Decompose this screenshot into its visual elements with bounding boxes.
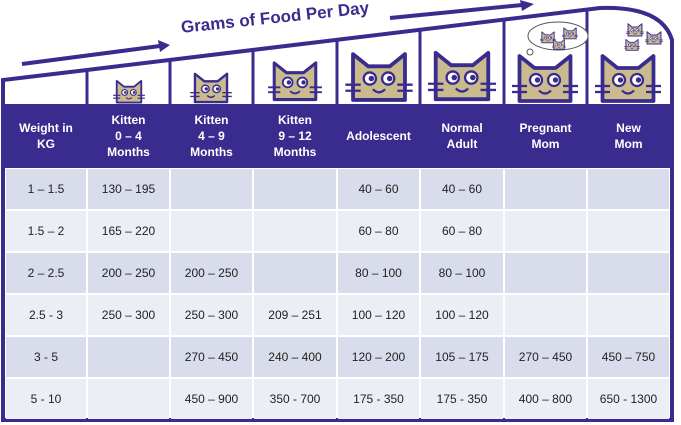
table-cell <box>505 211 586 251</box>
table-cell <box>588 211 669 251</box>
column-header: Pregnant Mom <box>504 104 587 168</box>
table-cell <box>588 169 669 209</box>
row-label: 5 - 10 <box>6 379 86 419</box>
arrow-head <box>520 0 534 11</box>
table-cell <box>254 253 336 293</box>
table-cell: 240 – 400 <box>254 337 336 377</box>
table-cell: 60 – 80 <box>338 211 419 251</box>
column-header: Kitten 0 – 4 Months <box>87 104 170 168</box>
column-header: Kitten 4 – 9 Months <box>170 104 253 168</box>
row-label: 1 – 1.5 <box>6 169 86 209</box>
column-header: Kitten 9 – 12 Months <box>253 104 337 168</box>
table-cell <box>171 169 252 209</box>
table-cell: 200 – 250 <box>171 253 252 293</box>
row-label: 1.5 – 2 <box>6 211 86 251</box>
table-cell <box>505 253 586 293</box>
arrow-head <box>158 40 170 52</box>
table-cell: 80 – 100 <box>421 253 503 293</box>
column-header: Adolescent <box>337 104 420 168</box>
table-cell: 450 – 900 <box>171 379 252 419</box>
table-cell: 120 – 200 <box>338 337 419 377</box>
row-label: 2 – 2.5 <box>6 253 86 293</box>
table-cell: 250 – 300 <box>171 295 252 335</box>
table-cell: 100 – 120 <box>421 295 503 335</box>
table-cell <box>588 295 669 335</box>
table-cell: 175 - 350 <box>421 379 503 419</box>
table-cell: 40 – 60 <box>338 169 419 209</box>
table-cell: 350 - 700 <box>254 379 336 419</box>
table-cell <box>88 379 169 419</box>
table-cell: 130 – 195 <box>88 169 169 209</box>
column-header: Weight in KG <box>5 104 87 168</box>
table-cell: 40 – 60 <box>421 169 503 209</box>
table-cell <box>254 211 336 251</box>
cat-icons <box>113 21 663 104</box>
table-cell: 270 – 450 <box>171 337 252 377</box>
column-header: Normal Adult <box>420 104 504 168</box>
table-cell: 209 – 251 <box>254 295 336 335</box>
table-cell <box>254 169 336 209</box>
table-cell <box>88 337 169 377</box>
table-cell: 60 – 80 <box>421 211 503 251</box>
table-cell: 165 – 220 <box>88 211 169 251</box>
arrow-line <box>21 44 161 66</box>
table-cell: 100 – 120 <box>338 295 419 335</box>
table-cell <box>505 169 586 209</box>
table-cell: 400 – 800 <box>505 379 586 419</box>
column-header: New Mom <box>587 104 670 168</box>
table-cell: 175 - 350 <box>338 379 419 419</box>
table-cell: 105 – 175 <box>421 337 503 377</box>
table-cell: 450 – 750 <box>588 337 669 377</box>
icon-dividers <box>85 11 589 104</box>
table-cell <box>171 211 252 251</box>
row-label: 2.5 - 3 <box>6 295 86 335</box>
arrow-line <box>389 3 523 20</box>
table-cell: 270 – 450 <box>505 337 586 377</box>
table-cell <box>588 253 669 293</box>
row-label: 3 - 5 <box>6 337 86 377</box>
table-cell <box>505 295 586 335</box>
table-cell: 250 – 300 <box>88 295 169 335</box>
table-cell: 200 – 250 <box>88 253 169 293</box>
table-cell: 650 - 1300 <box>588 379 669 419</box>
table-cell: 80 – 100 <box>338 253 419 293</box>
